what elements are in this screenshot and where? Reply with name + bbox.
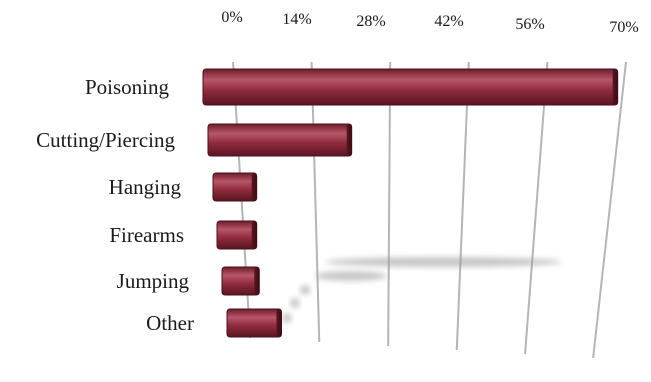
shadow-layer	[282, 257, 562, 323]
bar-end-cap	[276, 309, 282, 337]
bar	[202, 68, 619, 106]
category-label: Jumping	[117, 269, 190, 293]
bar	[216, 220, 258, 250]
x-tick-label: 42%	[434, 13, 463, 30]
bar-shadow	[282, 313, 292, 323]
bar	[207, 123, 353, 157]
bar	[226, 308, 283, 338]
bar-end-cap	[254, 267, 260, 295]
grid-layer	[232, 61, 627, 359]
bar-body	[226, 308, 283, 338]
bar-shadow	[300, 285, 311, 295]
category-label: Poisoning	[85, 75, 170, 99]
category-labels: Poisoning Cutting/Piercing Hanging Firearms…	[36, 75, 194, 335]
gridline	[310, 61, 321, 343]
category-label: Cutting/Piercing	[36, 128, 175, 152]
bar-shadow	[315, 271, 387, 281]
bar-end-cap	[251, 173, 257, 201]
x-tick-label: 28%	[356, 13, 385, 30]
x-tick-label: 56%	[515, 16, 544, 33]
bars	[202, 68, 619, 338]
bar-end-cap	[346, 124, 352, 156]
x-tick-labels: 0% 14% 28% 42% 56% 70%	[221, 9, 638, 36]
bar-shadow	[290, 298, 300, 308]
bar-end-cap	[612, 69, 618, 105]
bar	[212, 172, 258, 202]
bar-body	[207, 123, 353, 157]
x-tick-label: 14%	[282, 11, 311, 28]
category-label: Firearms	[109, 223, 184, 247]
gridline	[592, 61, 627, 359]
bar-shadow	[325, 257, 562, 267]
bar	[221, 266, 260, 296]
gridline	[455, 61, 470, 351]
gridline	[387, 61, 392, 347]
bar-body	[202, 68, 619, 106]
bar-end-cap	[251, 221, 257, 249]
bar-body	[216, 220, 258, 250]
category-label: Other	[146, 311, 194, 335]
category-label: Hanging	[109, 175, 182, 199]
x-tick-label: 0%	[221, 9, 242, 26]
bar-body	[221, 266, 260, 296]
x-tick-label: 70%	[609, 19, 638, 36]
bar-body	[212, 172, 258, 202]
gridline	[524, 61, 549, 355]
